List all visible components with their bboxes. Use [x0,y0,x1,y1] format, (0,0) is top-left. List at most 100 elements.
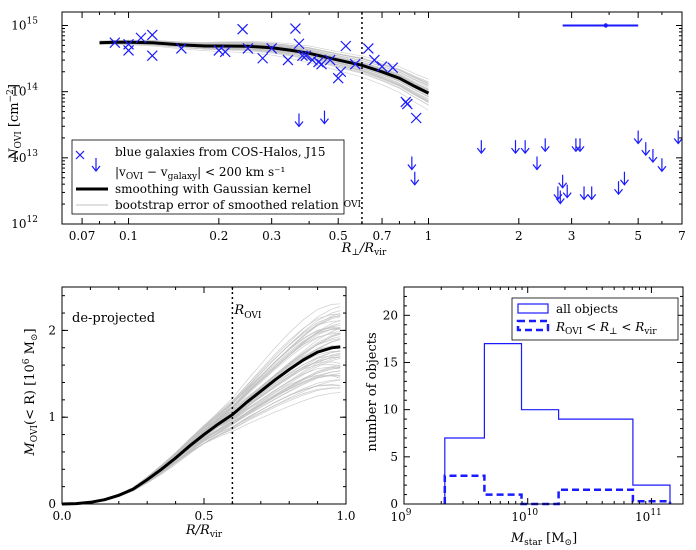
y-tick-label: 1 [48,410,56,424]
y-tick-exponent: 15 [27,17,39,27]
histogram-subset [443,474,672,506]
bootstrap-curve [61,303,341,505]
detection-marker [368,54,380,66]
detection-marker [340,40,352,52]
upper-limit-marker [648,149,658,164]
detection-marker [297,50,308,62]
bootstrap-curve [61,327,341,505]
marker-stroke [387,62,399,74]
legend-text-galaxies: blue galaxies from COS-Halos, J15 [115,145,326,159]
mass-curve [61,345,341,506]
upper-limit-marker [587,186,597,201]
x-tick-label: 0.5 [329,229,348,243]
detection-marker [313,56,324,68]
x-tick-label: 0.07 [69,229,96,243]
axis-ticks-mass: 0.0 0.5 1.0 0 1 2 [48,287,356,523]
x-tick-label: 2 [515,229,523,243]
arrow-head [587,194,597,201]
marker-stroke [146,50,158,62]
x-tick-label: 5 [634,229,642,243]
arrow-head [633,138,643,145]
bootstrap-curve [61,392,341,505]
upper-limit-marker [657,158,667,173]
marker-stroke [306,54,318,66]
panel-bottom-left-mass-profile: ROVI de-projected 0.0 0.5 1.0 0 1 2 R/Rvir MO… [22,286,356,540]
detection-marker [335,66,347,78]
arrow-head [648,156,658,164]
x-tick-label: 1011 [635,508,662,524]
detection-marker [401,98,413,110]
arrow-head [614,188,623,196]
bootstrap-curve [61,326,341,505]
arrow-head [410,179,420,186]
bootstrap-curve [61,333,341,505]
arrow-head [320,118,329,125]
upper-limit-marker [562,184,572,199]
detection-marker [146,29,158,41]
legend-text-subset: ROVI < R⊥ < Rvir [555,320,657,337]
marker-stroke [293,38,305,50]
x-tick-label: 0.7 [372,229,391,243]
detection-marker [213,45,225,56]
bootstrap-curve [61,327,341,505]
bootstrap-curve [61,324,341,505]
upper-limit-marker [614,181,623,196]
arrow-head [558,182,568,189]
bootstrap-curve [61,327,341,505]
marker-stroke [316,58,327,70]
detection-marker [387,62,399,74]
marker-stroke [297,50,308,62]
detection-marker [376,61,388,72]
y-tick-exponent: 14 [27,83,39,93]
y-tick-label: 10 [383,403,398,417]
upper-limit-marker [571,138,581,153]
marker-stroke [349,58,361,70]
arrow-head [571,145,581,153]
arrow-head [520,147,530,155]
marker-stroke [362,43,374,54]
arrow-head [555,198,565,205]
marker-stroke [324,54,336,66]
x-tick-label: 0.3 [262,229,281,243]
rovi-label-mass: ROVI [233,303,262,321]
upper-limit-marker [410,171,420,186]
marker-stroke [257,52,269,64]
upper-limit-marker [633,130,643,145]
bootstrap-curve [99,43,429,111]
detection-marker [109,37,121,49]
detection-marker [289,23,301,34]
detection-marker [282,54,294,66]
mass-profile-line [61,345,341,506]
y-tick-label: 2 [48,323,56,337]
legend-text-all-objects: all objects [556,302,618,316]
legend-marker-x [75,150,85,160]
histogram-all-objects [444,343,671,504]
upper-limit-marker [476,140,486,155]
marker-stroke [401,98,413,110]
upper-limit-marker [532,156,542,171]
arrow-head [673,138,683,145]
x-tick-label: 0.0 [52,509,71,523]
marker-stroke [237,23,249,35]
marker-stroke [368,54,380,66]
y-tick-exponent: 12 [27,215,38,225]
hist-xlabel: Mstar [M⊙] [510,531,577,548]
arrow-head [562,192,572,199]
upper-limit-marker [520,140,530,155]
detection-marker [146,50,158,62]
axes-frame-hist [403,286,684,505]
hist-legend: all objects ROVI < R⊥ < Rvir [511,297,679,341]
marker-stroke [266,43,278,54]
mass-xlabel: R/Rvir [185,523,223,540]
arrow-head [575,145,585,153]
detection-marker [293,38,305,50]
upper-limit-marker [555,190,565,205]
bootstrap-curve [61,349,341,505]
marker-stroke [282,54,294,66]
detection-marker [135,32,147,44]
arrow-head [294,121,304,128]
axis-ticks-hist: 10 9 1010 1011 0 5 10 15 20 [383,287,683,524]
y-tick-exponent: 13 [27,149,39,159]
upper-limit-marker [673,130,683,145]
